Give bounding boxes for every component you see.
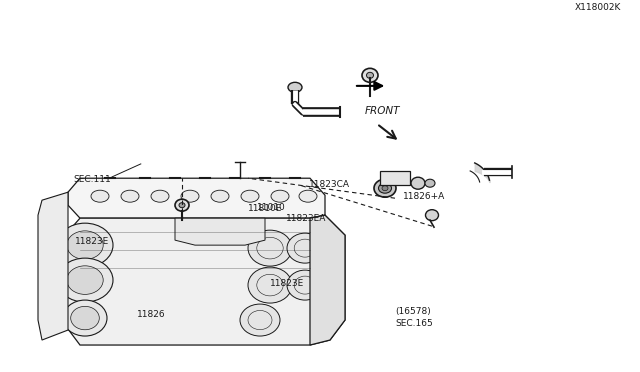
Ellipse shape [425,179,435,187]
Ellipse shape [288,82,302,92]
Ellipse shape [374,179,396,197]
Text: 11823CA: 11823CA [309,180,350,189]
Ellipse shape [248,267,292,303]
Ellipse shape [411,177,425,189]
Text: (16578): (16578) [396,307,431,316]
Ellipse shape [299,190,317,202]
Ellipse shape [151,190,169,202]
Ellipse shape [240,304,280,336]
Text: 11810E: 11810E [248,204,283,213]
Ellipse shape [378,183,392,193]
Ellipse shape [211,190,229,202]
Text: 11823EA: 11823EA [285,214,326,223]
Ellipse shape [175,199,189,211]
Ellipse shape [287,233,323,263]
Ellipse shape [67,231,103,259]
Text: 11826: 11826 [136,310,165,319]
Text: 11826+A: 11826+A [403,192,445,201]
Ellipse shape [287,270,323,300]
Ellipse shape [57,258,113,302]
Ellipse shape [367,72,374,78]
Ellipse shape [57,223,113,267]
FancyBboxPatch shape [380,171,410,185]
Ellipse shape [382,186,388,191]
Text: 11823E: 11823E [74,237,109,246]
Ellipse shape [362,68,378,82]
Text: X118002K: X118002K [575,3,621,12]
Polygon shape [310,215,345,345]
Polygon shape [68,178,325,218]
Ellipse shape [70,307,99,330]
Polygon shape [38,192,68,340]
Text: FRONT: FRONT [365,106,400,116]
Ellipse shape [121,190,139,202]
Ellipse shape [248,230,292,266]
Ellipse shape [91,190,109,202]
Text: 11823E: 11823E [269,279,304,288]
Ellipse shape [181,190,199,202]
Ellipse shape [241,190,259,202]
Text: SEC.165: SEC.165 [396,319,433,328]
Ellipse shape [63,300,107,336]
Text: 11010: 11010 [257,203,286,212]
Ellipse shape [179,203,185,208]
Ellipse shape [426,210,438,221]
Polygon shape [65,215,345,345]
Polygon shape [175,218,265,245]
Text: SEC.111: SEC.111 [74,175,111,184]
Ellipse shape [67,266,103,294]
Ellipse shape [271,190,289,202]
